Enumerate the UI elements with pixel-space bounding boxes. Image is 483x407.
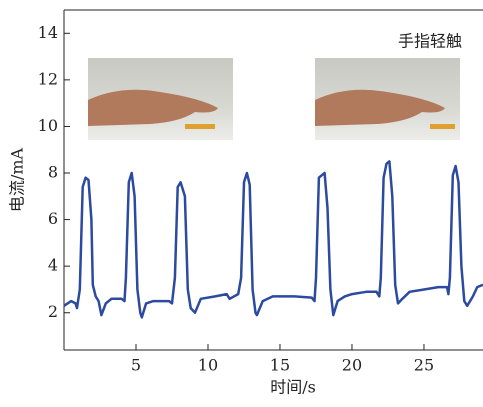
photo — [315, 58, 460, 140]
x-tick-label: 15 — [270, 356, 290, 375]
y-tick-label: 12 — [38, 69, 58, 88]
x-tick-label: 20 — [342, 356, 362, 375]
y-tick-label: 2 — [48, 302, 58, 321]
x-tick-label: 5 — [131, 356, 141, 375]
y-tick-label: 8 — [48, 163, 58, 182]
y-tick-label: 4 — [48, 256, 58, 275]
y-tick-label: 14 — [38, 23, 58, 42]
x-axis-label: 时间/s — [270, 378, 316, 397]
x-tick-label: 25 — [414, 356, 434, 375]
data-line — [63, 160, 483, 319]
photo — [88, 58, 233, 140]
y-tick-label: 10 — [38, 116, 58, 135]
annotation: 手指轻触 — [398, 32, 462, 51]
y-axis-label: 电流/mA — [8, 147, 27, 212]
y-tick-label: 6 — [48, 209, 58, 228]
x-tick-label: 10 — [198, 356, 218, 375]
